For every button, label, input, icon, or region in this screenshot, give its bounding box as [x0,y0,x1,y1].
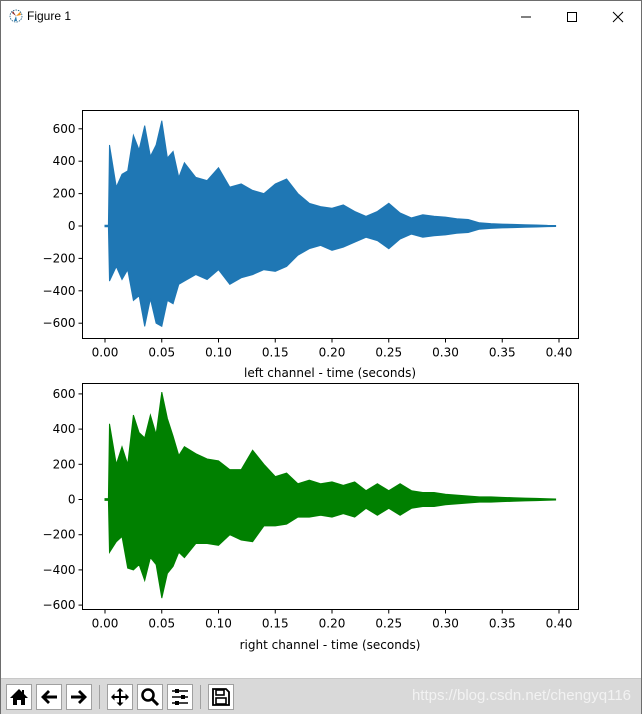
arrow-right-icon [71,690,87,704]
x-tick-label: 0.05 [148,346,175,360]
sliders-icon [172,689,188,705]
x-tick-label: 0.00 [92,617,119,631]
right-y-axis: 600 400 200 0 −200 −400 −600 [43,387,83,612]
left-x-axis-label: left channel - time (seconds) [244,366,416,380]
y-tick-label: 600 [53,122,76,136]
maximize-icon [567,11,577,22]
y-tick-label: 200 [53,457,76,471]
y-tick-label: −600 [43,598,76,612]
y-tick-label: −200 [43,528,76,542]
back-button[interactable] [36,684,62,710]
close-icon [612,11,624,22]
x-tick-label: 0.00 [92,346,119,360]
y-tick-label: 0 [68,219,76,233]
right-channel-waveform [104,391,557,599]
left-y-axis: 600 400 200 0 −200 −400 −600 [43,122,83,330]
right-x-axis: 0.00 0.05 0.10 0.15 0.20 0.25 0.30 0.35 0.40 [92,609,573,631]
right-x-axis-label: right channel - time (seconds) [240,638,421,652]
x-tick-label: 0.35 [489,346,516,360]
pan-button[interactable] [107,684,133,710]
move-icon [111,688,129,706]
home-button[interactable] [6,684,32,710]
minimize-button[interactable] [503,1,549,32]
y-tick-label: −400 [43,284,76,298]
toolbar-separator [99,685,100,709]
configure-subplots-button[interactable] [167,684,193,710]
zoom-button[interactable] [137,684,163,710]
y-tick-label: 0 [68,493,76,507]
maximize-button[interactable] [549,1,595,32]
save-button[interactable] [208,684,234,710]
left-channel-waveform [104,120,557,328]
y-tick-label: −400 [43,563,76,577]
x-tick-label: 0.25 [375,617,402,631]
floppy-disk-icon [212,688,230,706]
x-tick-label: 0.40 [546,617,573,631]
minimize-icon [521,16,531,17]
y-tick-label: 600 [53,387,76,401]
y-tick-label: 400 [53,154,76,168]
toolbar-separator [200,685,201,709]
arrow-left-icon [41,690,57,704]
y-tick-label: 400 [53,422,76,436]
close-button[interactable] [595,1,641,32]
x-tick-label: 0.05 [148,617,175,631]
magnifier-icon [141,688,160,707]
home-icon [10,689,28,705]
x-tick-label: 0.40 [546,346,573,360]
y-tick-label: 200 [53,187,76,201]
x-tick-label: 0.15 [262,346,289,360]
x-tick-label: 0.20 [319,617,346,631]
right-axes-frame [82,383,579,610]
forward-button[interactable] [66,684,92,710]
x-tick-label: 0.20 [319,346,346,360]
left-x-axis: 0.00 0.05 0.10 0.15 0.20 0.25 0.30 0.35 0.40 [92,338,573,360]
watermark-text: https://blog.csdn.net/chengyq116 [411,687,631,704]
x-tick-label: 0.10 [205,617,232,631]
left-axes-frame [82,110,579,339]
x-tick-label: 0.30 [432,617,459,631]
window-title: Figure 1 [27,9,72,23]
x-tick-label: 0.30 [432,346,459,360]
navigation-toolbar: https://blog.csdn.net/chengyq116 [1,678,641,714]
title-bar[interactable]: Figure 1 [1,1,641,32]
y-tick-label: −600 [43,316,76,330]
y-tick-label: −200 [43,251,76,265]
x-tick-label: 0.25 [375,346,402,360]
x-tick-label: 0.35 [489,617,516,631]
x-tick-label: 0.10 [205,346,232,360]
x-tick-label: 0.15 [262,617,289,631]
matplotlib-logo-icon [9,9,23,23]
